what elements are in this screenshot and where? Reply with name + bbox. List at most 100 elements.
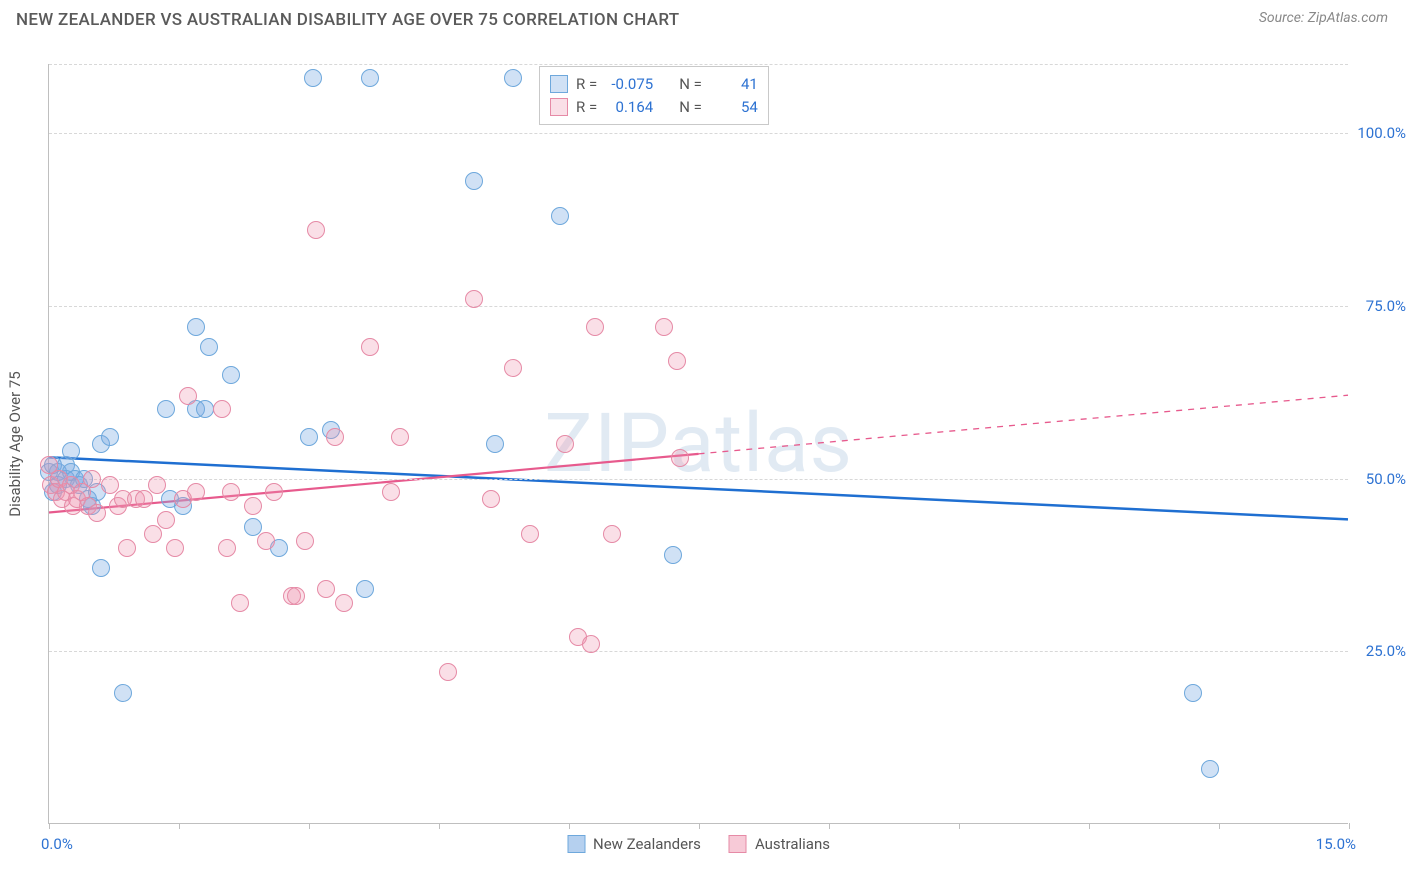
scatter-plot: Disability Age Over 75 ZIPatlas R = -0.0… <box>48 64 1348 824</box>
x-tick <box>569 823 570 829</box>
data-point-au <box>326 428 344 446</box>
data-point-au <box>482 490 500 508</box>
x-tick <box>1219 823 1220 829</box>
swatch-nz <box>550 75 568 93</box>
y-tick-label: 100.0% <box>1352 124 1406 142</box>
y-tick-label: 75.0% <box>1352 297 1406 315</box>
data-point-au <box>391 428 409 446</box>
data-point-au <box>287 587 305 605</box>
legend: New Zealanders Australians <box>567 835 830 853</box>
data-point-nz <box>62 442 80 460</box>
legend-label-au: Australians <box>755 835 830 853</box>
stat-val-au-n: 54 <box>710 96 758 119</box>
data-point-au <box>83 470 101 488</box>
data-point-au <box>244 497 262 515</box>
data-point-au <box>465 290 483 308</box>
x-tick <box>829 823 830 829</box>
legend-item-au: Australians <box>729 835 830 853</box>
stats-row-au: R = 0.164 N = 54 <box>550 96 758 119</box>
stat-val-nz-n: 41 <box>710 73 758 96</box>
data-point-au <box>296 532 314 550</box>
data-point-au <box>582 635 600 653</box>
data-point-au <box>439 663 457 681</box>
gridline <box>49 64 1348 65</box>
y-tick-label: 50.0% <box>1352 470 1406 488</box>
data-point-au <box>231 594 249 612</box>
data-point-au <box>187 483 205 501</box>
data-point-au <box>307 221 325 239</box>
data-point-au <box>118 539 136 557</box>
source-attribution: Source: ZipAtlas.com <box>1259 10 1388 26</box>
trendline-au-dashed <box>699 395 1349 454</box>
data-point-nz <box>486 435 504 453</box>
data-point-nz <box>222 366 240 384</box>
data-point-au <box>317 580 335 598</box>
header: NEW ZEALANDER VS AUSTRALIAN DISABILITY A… <box>0 0 1406 36</box>
y-axis-title: Disability Age Over 75 <box>6 371 24 516</box>
legend-swatch-nz <box>567 835 585 853</box>
data-point-au <box>218 539 236 557</box>
legend-item-nz: New Zealanders <box>567 835 701 853</box>
gridline <box>49 306 1348 307</box>
data-point-nz <box>304 69 322 87</box>
data-point-au <box>668 352 686 370</box>
data-point-nz <box>1201 760 1219 778</box>
x-tick <box>439 823 440 829</box>
data-point-au <box>135 490 153 508</box>
chart-title: NEW ZEALANDER VS AUSTRALIAN DISABILITY A… <box>16 10 679 30</box>
stats-row-nz: R = -0.075 N = 41 <box>550 73 758 96</box>
y-tick-label: 25.0% <box>1352 642 1406 660</box>
stat-val-au-r: 0.164 <box>605 96 653 119</box>
data-point-nz <box>200 338 218 356</box>
data-point-au <box>671 449 689 467</box>
data-point-nz <box>101 428 119 446</box>
data-point-au <box>213 400 231 418</box>
x-tick <box>1089 823 1090 829</box>
gridline <box>49 133 1348 134</box>
data-point-nz <box>196 400 214 418</box>
stat-label-n: N = <box>679 96 702 119</box>
data-point-au <box>655 318 673 336</box>
trend-lines <box>49 64 1348 823</box>
x-tick <box>179 823 180 829</box>
data-point-nz <box>157 400 175 418</box>
data-point-au <box>504 359 522 377</box>
data-point-nz <box>356 580 374 598</box>
x-axis-max-label: 15.0% <box>1316 835 1356 853</box>
data-point-au <box>144 525 162 543</box>
data-point-nz <box>551 207 569 225</box>
data-point-au <box>88 504 106 522</box>
stat-label-n: N = <box>679 73 702 96</box>
x-tick <box>1349 823 1350 829</box>
data-point-nz <box>114 684 132 702</box>
data-point-nz <box>504 69 522 87</box>
stat-label-r: R = <box>576 73 597 96</box>
data-point-au <box>521 525 539 543</box>
data-point-au <box>361 338 379 356</box>
source-prefix: Source: <box>1259 10 1308 26</box>
x-tick <box>959 823 960 829</box>
gridline <box>49 479 1348 480</box>
data-point-au <box>257 532 275 550</box>
data-point-au <box>335 594 353 612</box>
data-point-au <box>382 483 400 501</box>
data-point-au <box>556 435 574 453</box>
source-name: ZipAtlas.com <box>1308 10 1388 26</box>
data-point-au <box>148 476 166 494</box>
correlation-stats-box: R = -0.075 N = 41 R = 0.164 N = 54 <box>539 66 769 125</box>
data-point-au <box>603 525 621 543</box>
x-tick <box>49 823 50 829</box>
data-point-au <box>265 483 283 501</box>
stat-label-r: R = <box>576 96 597 119</box>
x-tick <box>309 823 310 829</box>
data-point-au <box>166 539 184 557</box>
data-point-au <box>222 483 240 501</box>
data-point-nz <box>664 546 682 564</box>
stat-val-nz-r: -0.075 <box>605 73 653 96</box>
swatch-au <box>550 98 568 116</box>
data-point-au <box>157 511 175 529</box>
data-point-nz <box>1184 684 1202 702</box>
data-point-nz <box>300 428 318 446</box>
x-tick <box>699 823 700 829</box>
data-point-nz <box>361 69 379 87</box>
